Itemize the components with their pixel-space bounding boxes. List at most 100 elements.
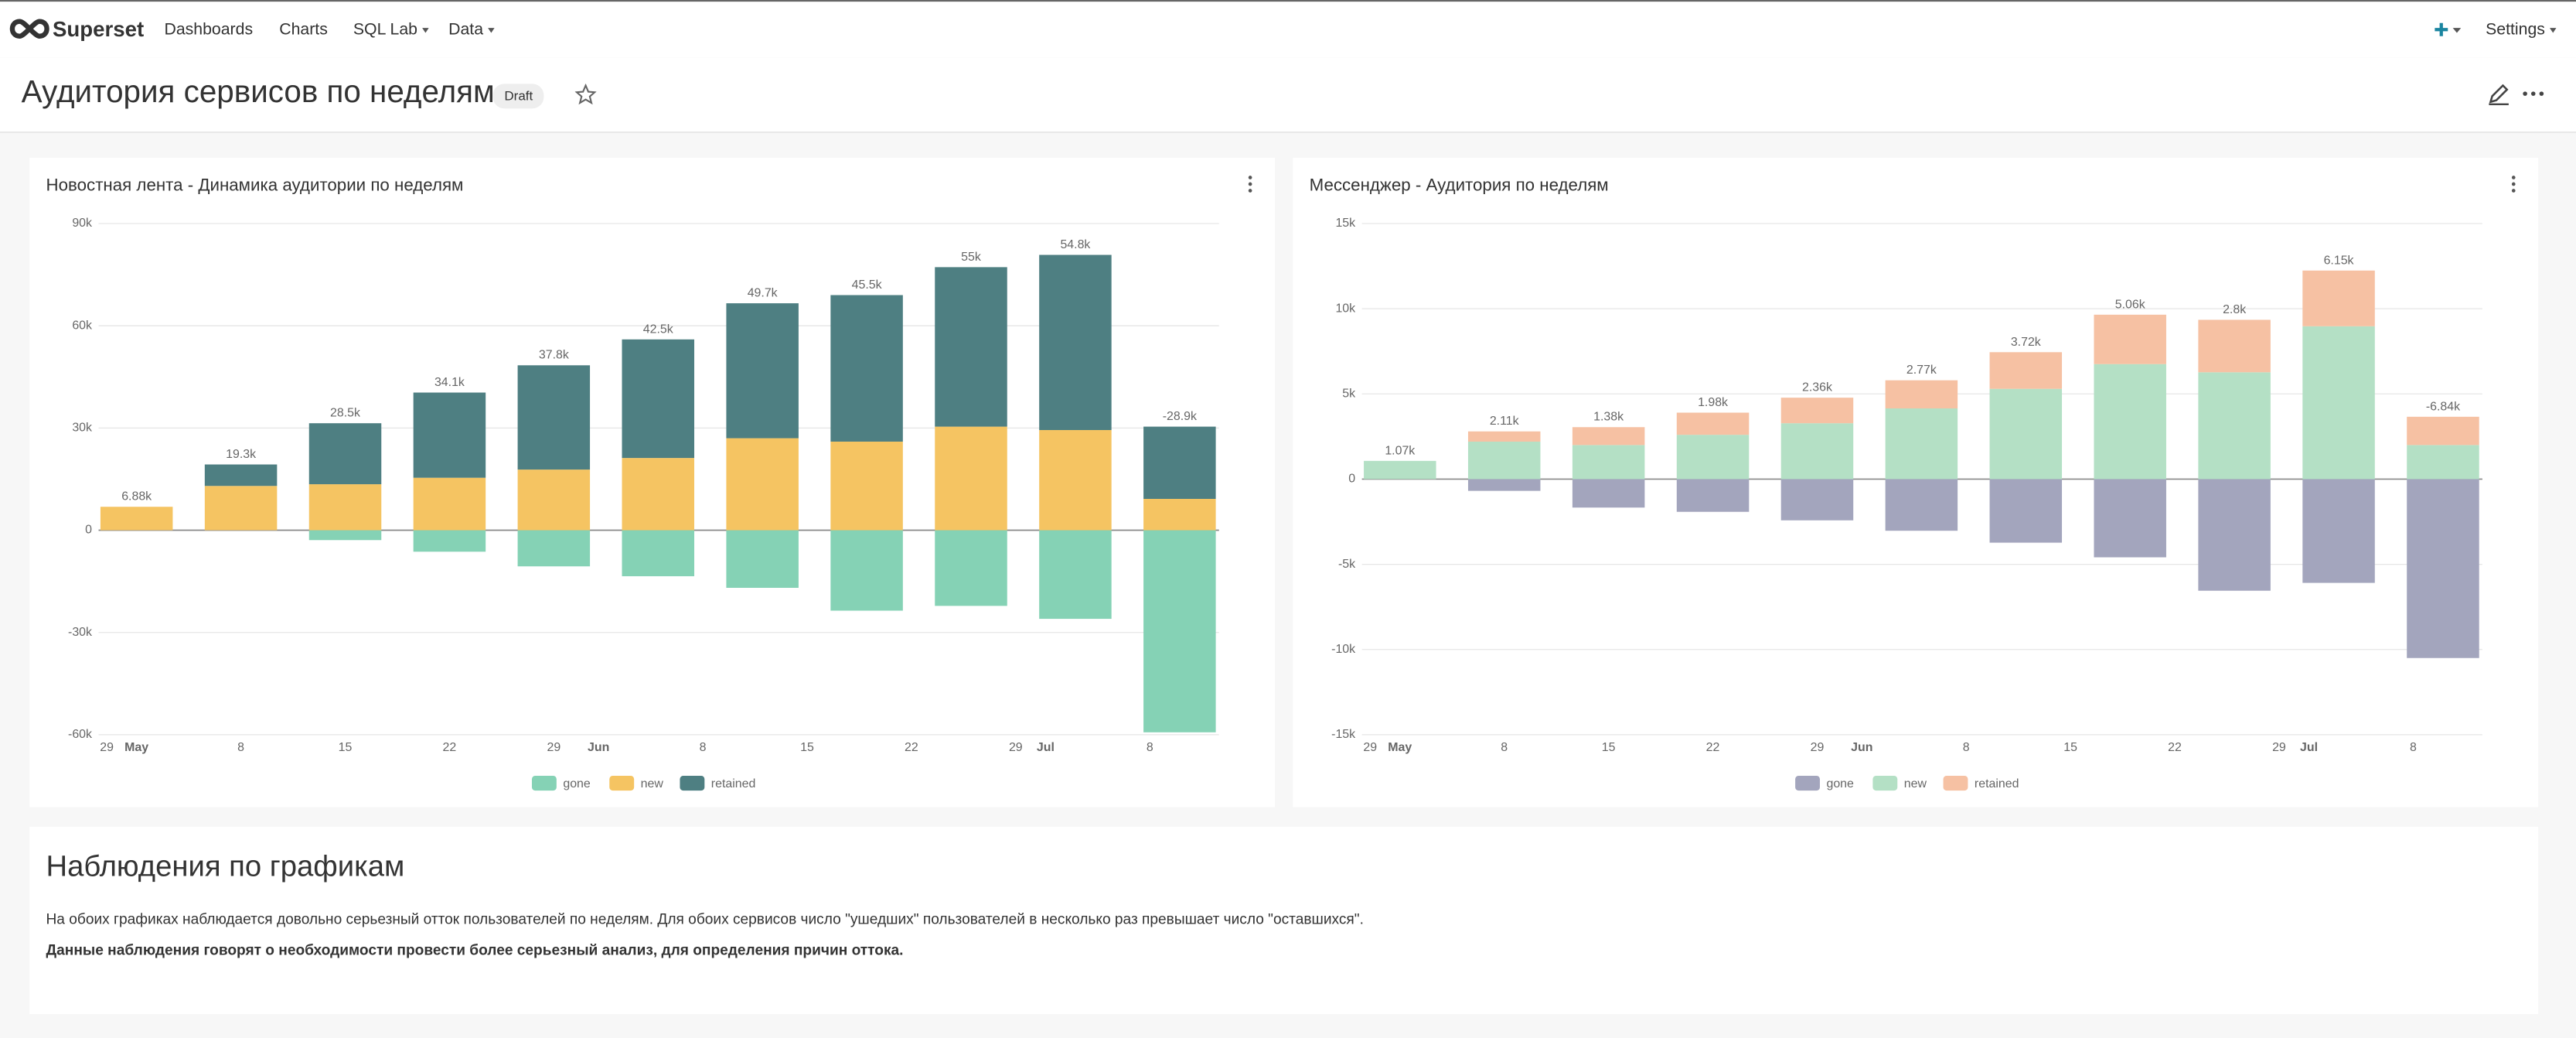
bar-segment: [726, 438, 799, 531]
legend-swatch: [1943, 776, 1968, 791]
markdown-paragraph: На обоих графиках наблюдается довольно с…: [46, 910, 1364, 927]
total-label: 54.8k: [1060, 238, 1090, 251]
bar-segment: [2094, 314, 2166, 364]
bar-segment: [2302, 270, 2375, 326]
logo: [9, 19, 49, 39]
bar-segment: [622, 458, 695, 531]
total-label: 2.8k: [2223, 303, 2246, 316]
markdown-paragraph: Данные наблюдения говорят о необходимост…: [46, 941, 904, 958]
bar-segment: [2407, 416, 2479, 446]
markdown-heading: Наблюдения по графикам: [46, 849, 405, 883]
more-button[interactable]: [2522, 90, 2545, 97]
bar-segment: [1676, 479, 1750, 512]
bar-segment: [1572, 445, 1645, 480]
bar-segment: [1885, 408, 1958, 480]
x-tick-label: 29: [2272, 741, 2286, 754]
total-label: 45.5k: [852, 278, 882, 292]
x-tick-label: 8: [1963, 741, 1970, 754]
bar-segment: [1039, 254, 1112, 430]
x-tick-label: 29: [1363, 741, 1377, 754]
menu-item[interactable]: Data: [448, 22, 495, 39]
bar-segment: [1143, 498, 1216, 531]
y-tick-label: 0: [1348, 473, 1355, 486]
bar-segment: [308, 423, 382, 485]
legend-label: retained: [711, 777, 756, 790]
total-label: -6.84k: [2426, 400, 2460, 413]
bar-segment: [308, 530, 382, 541]
total-label: 19.3k: [226, 448, 256, 461]
bar-segment: [935, 267, 1007, 427]
bar-segment: [622, 339, 695, 459]
y-tick-label: -5k: [1338, 558, 1355, 571]
bar-segment: [622, 530, 695, 577]
bar-segment: [2302, 479, 2375, 583]
total-label: 2.36k: [1802, 381, 1832, 394]
x-tick-label: Jul: [1037, 741, 1055, 754]
bar-segment: [1676, 412, 1750, 435]
chart-menu[interactable]: [1247, 174, 1254, 194]
x-tick-label: Jul: [2300, 741, 2318, 754]
chart-card: Новостная лента - Динамика аудитории по …: [29, 158, 1275, 808]
legend-label: gone: [1826, 777, 1854, 790]
edit-button[interactable]: [2487, 82, 2510, 105]
bar-segment: [726, 530, 799, 588]
y-tick-label: 10k: [1335, 302, 1355, 315]
bar-segment: [1676, 435, 1750, 480]
bar-segment: [517, 530, 591, 567]
dashboard-header: Аудитория сервисов по неделям Draft: [0, 57, 2576, 134]
bar-segment: [1989, 352, 2063, 389]
draft-badge[interactable]: Draft: [492, 84, 545, 109]
total-label: 28.5k: [330, 407, 360, 420]
x-tick-label: 15: [1602, 741, 1616, 754]
bar-segment: [2198, 479, 2271, 591]
y-tick-label: 30k: [72, 422, 92, 435]
x-tick-label: 8: [1147, 741, 1153, 754]
menu-item[interactable]: SQL Lab: [353, 22, 429, 39]
legend-swatch: [609, 776, 635, 791]
x-tick-label: 22: [1706, 741, 1720, 754]
y-tick-label: 0: [85, 524, 92, 537]
settings-menu[interactable]: Settings: [2486, 22, 2557, 39]
total-label: 37.8k: [539, 349, 569, 362]
x-tick-label: 29: [100, 741, 114, 754]
total-label: 6.88k: [121, 490, 152, 504]
legend-swatch: [531, 776, 557, 791]
total-label: 6.15k: [2324, 254, 2354, 267]
bar-segment: [1467, 479, 1541, 491]
menu-item[interactable]: Dashboards: [164, 21, 254, 39]
total-label: 1.07k: [1385, 444, 1415, 457]
bar-segment: [413, 477, 486, 531]
y-tick-label: 90k: [72, 217, 92, 230]
bar-segment: [413, 392, 486, 478]
total-label: 1.38k: [1593, 411, 1624, 424]
menu-item[interactable]: Charts: [279, 21, 328, 39]
x-tick-label: 22: [2168, 741, 2182, 754]
bar-segment: [2094, 479, 2166, 558]
x-tick-label: 15: [2063, 741, 2077, 754]
bar-segment: [830, 441, 903, 531]
x-tick-label: 15: [339, 741, 353, 754]
total-label: 34.1k: [434, 376, 465, 389]
total-label: 2.11k: [1490, 415, 1519, 428]
bar-segment: [2302, 326, 2375, 480]
dashboard-title[interactable]: Аудитория сервисов по неделям: [21, 75, 495, 111]
bar-segment: [1143, 426, 1216, 499]
bar-segment: [517, 365, 591, 470]
total-label: 1.98k: [1698, 396, 1728, 409]
x-tick-label: 15: [800, 741, 814, 754]
chart-title: Новостная лента - Динамика аудитории по …: [46, 176, 464, 196]
x-tick-label: 8: [700, 741, 707, 754]
bar-segment: [2198, 319, 2271, 373]
bar-segment: [413, 530, 486, 552]
legend-swatch: [1872, 776, 1898, 791]
add-button[interactable]: [2435, 22, 2462, 38]
favorite-star[interactable]: [574, 84, 597, 105]
x-tick-label: 29: [1811, 741, 1825, 754]
x-tick-label: 22: [905, 741, 918, 754]
chart-menu[interactable]: [2510, 174, 2517, 194]
y-tick-label: 15k: [1335, 217, 1355, 230]
brand[interactable]: Superset: [53, 16, 145, 42]
y-tick-label: 60k: [72, 319, 92, 332]
